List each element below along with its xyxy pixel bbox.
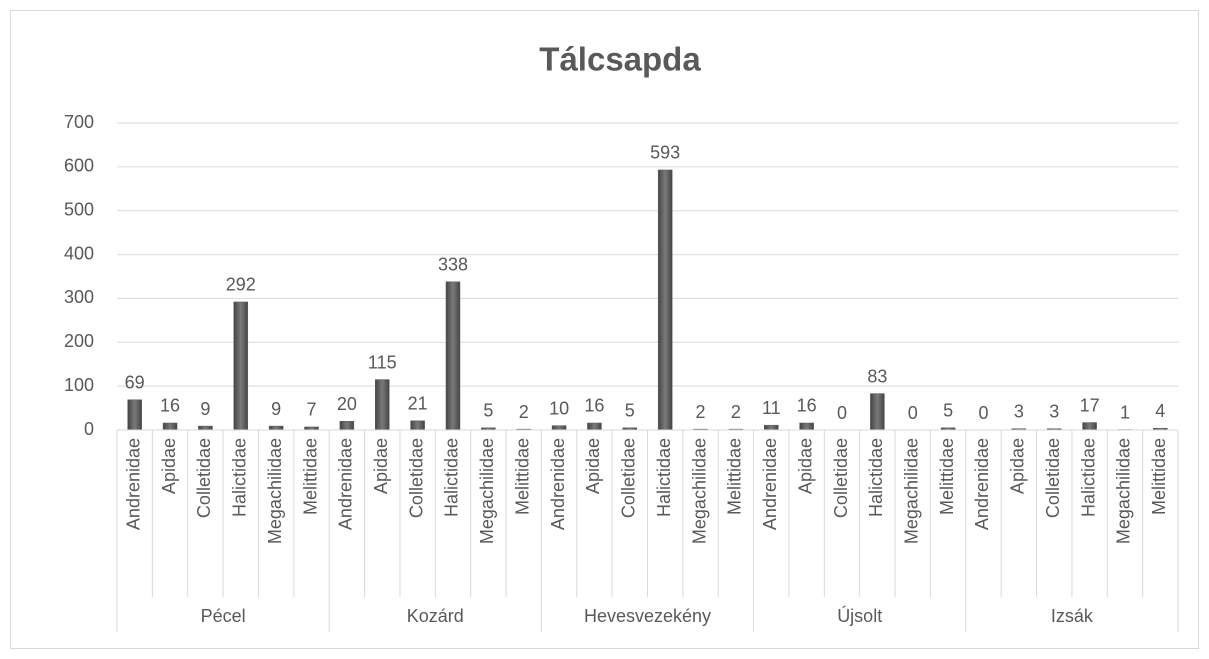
group-label: Izsák	[1051, 606, 1094, 626]
data-label: 20	[337, 394, 357, 414]
x-tick-label: Andrenidae	[760, 438, 780, 530]
x-tick-label: Halictidae	[1078, 438, 1098, 517]
x-tick-label: Melittidae	[1149, 438, 1169, 515]
data-label: 4	[1155, 401, 1165, 421]
x-tick-label: Colletidae	[619, 438, 639, 518]
data-label: 292	[226, 275, 256, 295]
x-tick-label: Melittidae	[512, 438, 532, 515]
x-tick-label: Apidae	[583, 438, 603, 494]
data-label: 3	[1049, 401, 1059, 421]
group-label: Kozárd	[407, 606, 464, 626]
y-tick-label: 700	[64, 112, 94, 132]
data-label: 7	[307, 400, 317, 420]
chart-title: Tálcsapda	[539, 41, 701, 78]
x-tick-label: Andrenidae	[123, 438, 143, 530]
data-label: 83	[867, 366, 887, 386]
data-label: 2	[731, 402, 741, 422]
y-tick-label: 0	[84, 419, 94, 439]
x-tick-label: Megachilidae	[477, 438, 497, 544]
data-label: 11	[762, 398, 781, 418]
x-tick-label: Andrenidae	[548, 438, 568, 530]
x-tick-label: Andrenidae	[972, 438, 992, 530]
x-tick-label: Megachilidae	[902, 438, 922, 544]
data-label: 5	[483, 401, 493, 421]
bar	[410, 420, 425, 431]
data-label: 115	[368, 352, 397, 372]
y-tick-label: 300	[64, 287, 94, 307]
data-label: 16	[160, 396, 180, 416]
data-label: 1	[1120, 402, 1130, 422]
data-label: 5	[625, 401, 635, 421]
x-tick-label: Melittidae	[937, 438, 957, 515]
data-label: 0	[908, 403, 918, 423]
data-label: 0	[837, 403, 847, 423]
data-label: 2	[519, 402, 529, 422]
data-label: 17	[1080, 395, 1100, 415]
bar	[127, 399, 142, 431]
data-label: 0	[978, 403, 988, 423]
x-tick-label: Megachilidae	[1114, 438, 1134, 544]
data-label: 21	[408, 394, 428, 414]
y-tick-label: 500	[64, 199, 94, 219]
x-tick-label: Apidae	[795, 438, 815, 494]
bar	[233, 301, 249, 431]
x-tick-label: Colletidae	[1043, 438, 1063, 518]
bar	[375, 379, 390, 431]
group-label: Pécel	[201, 606, 246, 626]
bar	[551, 425, 567, 431]
x-tick-label: Halictidae	[866, 438, 886, 517]
x-tick-label: Andrenidae	[336, 438, 356, 530]
x-tick-label: Colletidae	[194, 438, 214, 518]
bar	[445, 281, 461, 431]
bar	[657, 169, 673, 431]
y-tick-label: 200	[64, 331, 94, 351]
data-label: 69	[125, 372, 145, 392]
x-tick-label: Halictidae	[442, 438, 462, 517]
x-tick-label: Megachilidae	[689, 438, 709, 544]
x-tick-label: Halictidae	[230, 438, 250, 517]
data-label: 9	[271, 399, 281, 419]
data-label: 5	[943, 401, 953, 421]
bar	[764, 424, 779, 431]
data-label: 10	[549, 398, 569, 418]
bar	[198, 425, 213, 431]
x-tick-label: Colletidae	[831, 438, 851, 518]
y-tick-label: 600	[64, 156, 94, 176]
x-tick-label: Halictidae	[654, 438, 674, 517]
x-tick-label: Apidae	[371, 438, 391, 494]
chart-frame	[10, 10, 1199, 649]
data-label: 16	[584, 396, 604, 416]
x-tick-label: Apidae	[159, 438, 179, 494]
y-tick-label: 400	[64, 243, 94, 263]
x-tick-label: Megachilidae	[265, 438, 285, 544]
x-tick-label: Apidae	[1008, 438, 1028, 494]
bar	[870, 393, 885, 431]
data-label: 593	[650, 143, 680, 163]
x-tick-label: Colletidae	[406, 438, 426, 518]
bar	[339, 420, 355, 431]
data-label: 2	[696, 402, 706, 422]
group-label: Hevesvezekény	[584, 606, 711, 626]
x-tick-label: Melittidae	[300, 438, 320, 515]
data-label: 16	[797, 396, 817, 416]
x-tick-label: Melittidae	[725, 438, 745, 515]
data-label: 338	[438, 255, 468, 275]
group-label: Újsolt	[837, 605, 882, 626]
bar	[587, 422, 602, 431]
bar	[268, 425, 284, 431]
bar	[799, 422, 814, 431]
data-label: 3	[1014, 401, 1024, 421]
y-tick-label: 100	[64, 375, 94, 395]
bar	[162, 422, 178, 431]
bar	[1082, 422, 1097, 431]
data-label: 9	[200, 399, 210, 419]
